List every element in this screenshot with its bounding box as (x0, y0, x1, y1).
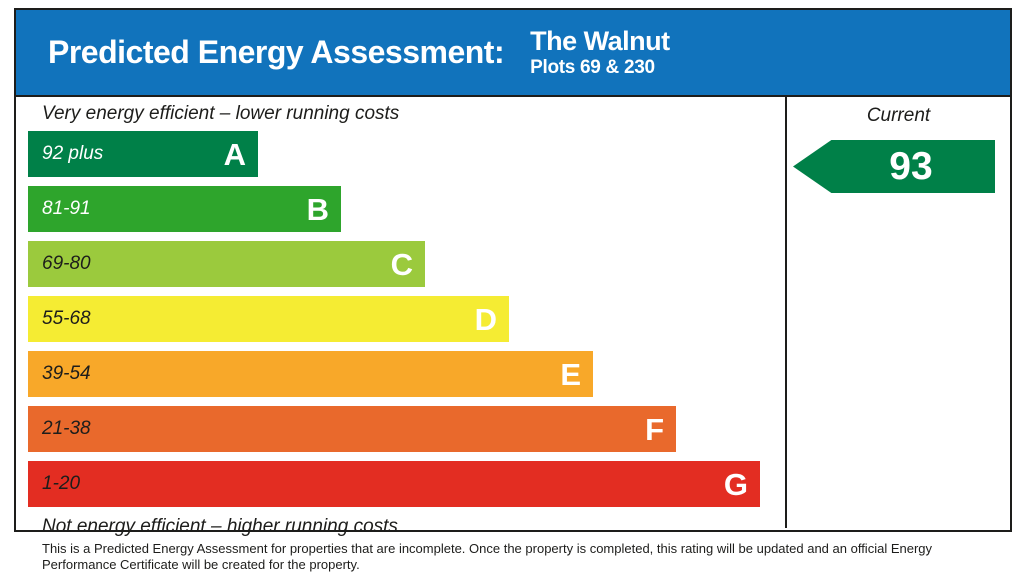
energy-assessment-certificate: Predicted Energy Assessment: The Walnut … (14, 8, 1012, 537)
band-letter: C (390, 246, 413, 282)
band-letter: F (645, 411, 664, 447)
property-name: The Walnut (530, 26, 670, 56)
band-range-label: 39-54 (42, 363, 91, 384)
band-row-b: 81-91 B (28, 186, 341, 232)
band-range-label: 92 plus (42, 143, 104, 164)
band-range-label: 1-20 (42, 473, 81, 494)
band-letter: G (723, 466, 748, 502)
bottom-efficiency-label: Not energy efficient – higher running co… (42, 516, 398, 537)
band-letter: E (560, 356, 581, 392)
band-range-label: 69-80 (42, 253, 91, 274)
current-rating-arrow: 93 (793, 140, 995, 193)
disclaimer-text: This is a Predicted Energy Assessment fo… (42, 541, 933, 572)
band-range-label: 81-91 (42, 198, 91, 219)
band-row-f: 21-38 F (28, 406, 676, 452)
property-plots: Plots 69 & 230 (530, 57, 655, 78)
band-row-d: 55-68 D (28, 296, 509, 342)
band-row-c: 69-80 C (28, 241, 425, 287)
property-info: The Walnut Plots 69 & 230 (530, 26, 670, 79)
epc-chart: Very energy efficient – lower running co… (16, 97, 1010, 537)
bands-list: 92 plus A 81-91 B 69-80 C 55-68 D 39-54 E 21-38 F 1-… (28, 131, 785, 507)
band-range-label: 55-68 (42, 308, 91, 329)
certificate-header: Predicted Energy Assessment: The Walnut … (16, 10, 1010, 97)
page-title: Predicted Energy Assessment: (48, 34, 505, 70)
current-rating-value: 93 (889, 145, 933, 188)
band-row-a: 92 plus A (28, 131, 258, 177)
band-row-e: 39-54 E (28, 351, 593, 397)
current-column-header: Current (866, 105, 931, 126)
band-letter: A (223, 136, 246, 172)
current-rating-column: Current 93 (787, 97, 1010, 528)
band-row-g: 1-20 G (28, 461, 760, 507)
band-range-label: 21-38 (42, 418, 91, 439)
band-letter: D (474, 301, 497, 337)
top-efficiency-label: Very energy efficient – lower running co… (42, 103, 400, 124)
band-letter: B (306, 191, 329, 227)
epc-bands-column: Very energy efficient – lower running co… (16, 97, 787, 537)
